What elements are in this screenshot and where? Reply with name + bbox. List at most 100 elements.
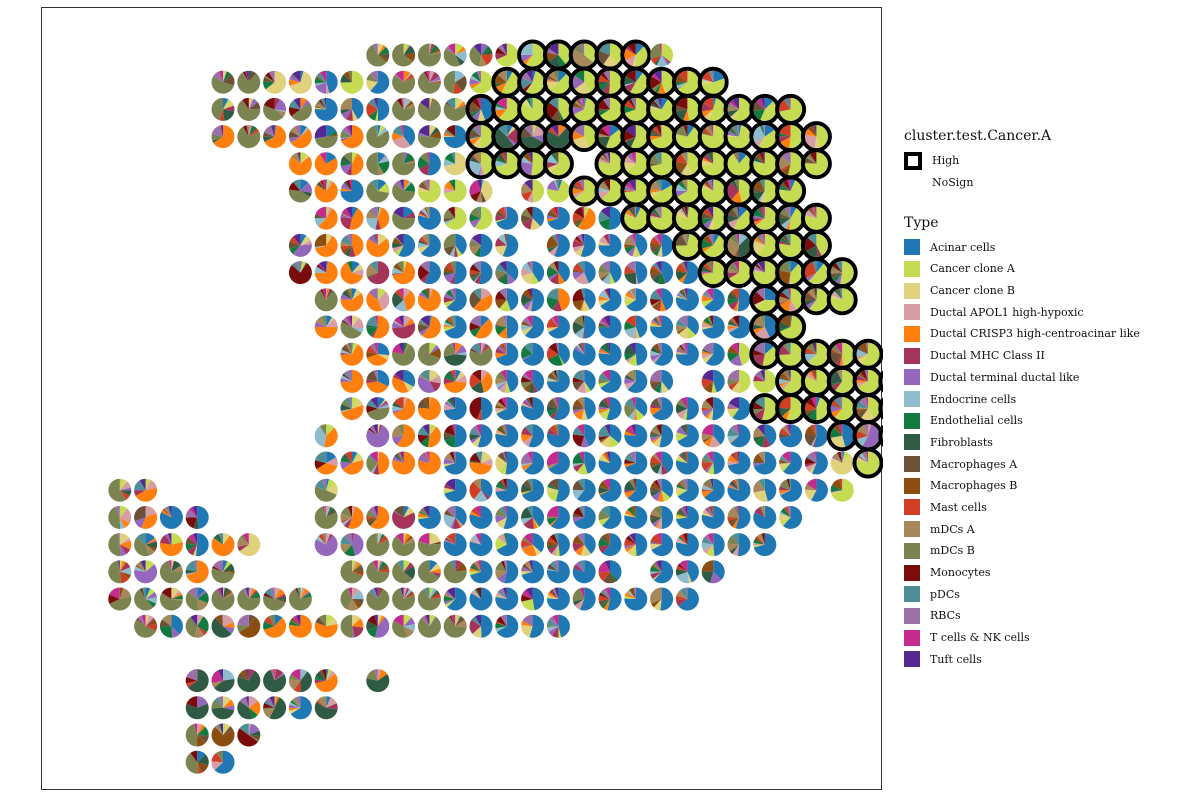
pie-slice xyxy=(264,700,275,708)
pie-slice xyxy=(223,589,233,599)
pie-slice xyxy=(856,407,868,410)
pie-slice xyxy=(141,587,146,599)
pie-slice xyxy=(394,289,404,300)
spot-pie xyxy=(650,478,674,502)
pie-slice xyxy=(526,191,534,203)
pie-slice xyxy=(625,55,636,67)
pie-slice xyxy=(521,354,533,361)
scatterpie-plot xyxy=(108,39,883,774)
pie-slice xyxy=(326,617,338,627)
pie-slice xyxy=(779,136,791,143)
pie-slice xyxy=(395,299,407,312)
pie-slice xyxy=(470,101,481,110)
spot-pie xyxy=(646,66,678,98)
spot-pie xyxy=(568,93,600,125)
pie-slice xyxy=(213,536,223,545)
pie-slice xyxy=(736,299,739,312)
pie-slice xyxy=(627,245,636,257)
pie-slice xyxy=(652,398,662,409)
pie-slice xyxy=(366,292,383,312)
pie-slice xyxy=(549,97,559,110)
pie-slice xyxy=(727,516,739,521)
spot-pie xyxy=(521,451,545,475)
pie-slice xyxy=(499,299,511,312)
pie-slice xyxy=(675,599,688,607)
pie-slice xyxy=(755,327,770,339)
spot-pie xyxy=(469,533,493,557)
pie-slice xyxy=(704,181,714,191)
pie-slice xyxy=(242,587,249,599)
pie-slice xyxy=(171,560,174,572)
pie-slice xyxy=(420,181,430,191)
pie-slice xyxy=(403,505,409,518)
pie-slice xyxy=(710,125,714,137)
pie-slice xyxy=(831,381,843,391)
pie-slice xyxy=(650,163,662,167)
pie-slice xyxy=(599,478,622,502)
pie-slice xyxy=(495,128,514,149)
pie-slice xyxy=(377,587,381,599)
spot-pie xyxy=(598,288,622,312)
pie-slice xyxy=(197,626,208,636)
pie-slice xyxy=(119,505,128,518)
pie-slice xyxy=(340,163,352,174)
pie-slice xyxy=(398,233,416,257)
pie-slice xyxy=(727,543,739,552)
pie-slice xyxy=(737,451,739,463)
pie-slice xyxy=(326,233,333,246)
spot-pie xyxy=(779,478,803,502)
pie-slice xyxy=(481,478,493,498)
pie-slice xyxy=(650,403,662,409)
spot-pie xyxy=(624,451,648,475)
pie-slice xyxy=(523,82,533,92)
pie-slice xyxy=(290,696,312,720)
pie-slice xyxy=(547,180,559,191)
legend: cluster.test.Cancer.A High NoSign Type A… xyxy=(904,128,1174,670)
pie-slice xyxy=(145,592,157,599)
pie-slice xyxy=(429,43,432,55)
pie-slice xyxy=(681,152,688,164)
pie-slice xyxy=(288,679,301,691)
pie-slice xyxy=(270,669,275,681)
pie-slice xyxy=(654,208,662,219)
pie-slice xyxy=(403,591,414,599)
pie-slice xyxy=(753,354,765,366)
pie-slice xyxy=(470,560,493,584)
spot-pie xyxy=(572,505,596,529)
pie-slice xyxy=(370,397,378,409)
pie-slice xyxy=(145,614,150,627)
pie-slice xyxy=(548,342,559,355)
pie-slice xyxy=(164,507,172,518)
pie-slice xyxy=(326,261,328,273)
pie-slice xyxy=(366,669,378,681)
pie-slice xyxy=(340,136,352,140)
pie-slice xyxy=(274,593,286,599)
pie-slice xyxy=(469,180,481,196)
pie-slice xyxy=(521,156,533,164)
spot-pie xyxy=(775,148,807,180)
pie-slice xyxy=(318,99,327,110)
pie-slice xyxy=(248,735,260,742)
pie-slice xyxy=(779,376,791,382)
pie-slice xyxy=(296,614,301,627)
pie-slice xyxy=(450,261,456,273)
pie-slice xyxy=(811,288,817,300)
pie-slice xyxy=(300,671,312,693)
pie-slice xyxy=(683,261,688,273)
pie-slice xyxy=(368,517,378,526)
legend-label: Acinar cells xyxy=(930,240,996,254)
pie-slice xyxy=(868,424,872,436)
pie-slice xyxy=(816,245,822,257)
spot-pie xyxy=(491,121,523,153)
pie-slice xyxy=(763,233,765,246)
pie-slice xyxy=(532,206,545,227)
pie-slice xyxy=(393,510,404,518)
pie-slice xyxy=(223,587,230,599)
pie-slice xyxy=(377,127,388,137)
pie-slice xyxy=(527,288,533,300)
pie-slice xyxy=(197,599,208,611)
pie-slice xyxy=(600,369,622,393)
pie-slice xyxy=(548,372,559,382)
spot-pie xyxy=(572,397,596,421)
pie-slice xyxy=(651,319,662,327)
